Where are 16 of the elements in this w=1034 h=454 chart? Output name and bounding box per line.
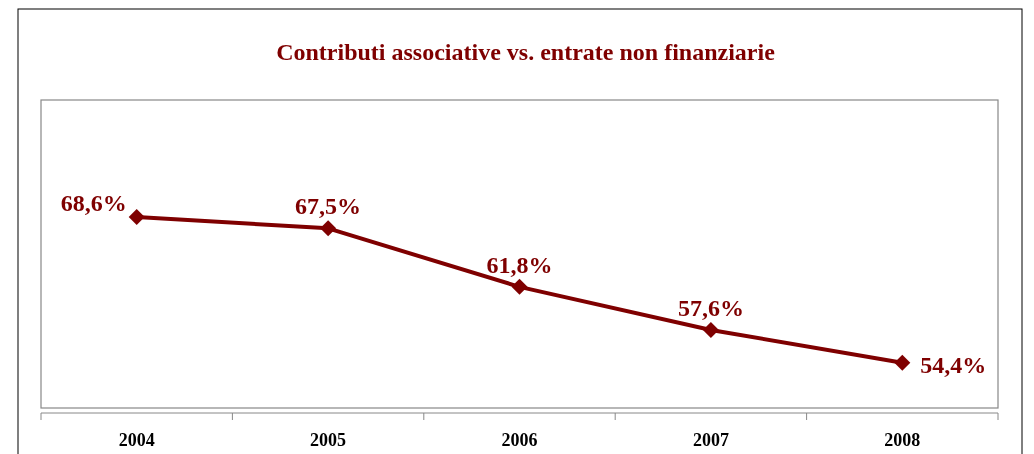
point [702,321,719,338]
x-tick-label: 2008 [884,430,921,450]
point [128,209,145,226]
data-label: 54,4% [920,351,987,378]
x-tick-label: 2004 [118,430,155,450]
point [320,220,337,237]
x-tick-label: 2006 [501,430,538,450]
data-label: 61,8% [486,251,553,278]
x-tick-label: 2007 [692,430,729,450]
point [894,354,911,371]
data-label: 57,6% [677,294,744,321]
point [511,278,528,295]
chart-title: Contributi associative vs. entrate non finanziarie [276,39,776,65]
data-label: 67,5% [295,193,362,220]
data-label: 68,6% [60,190,127,217]
x-tick-label: 2005 [310,430,347,450]
